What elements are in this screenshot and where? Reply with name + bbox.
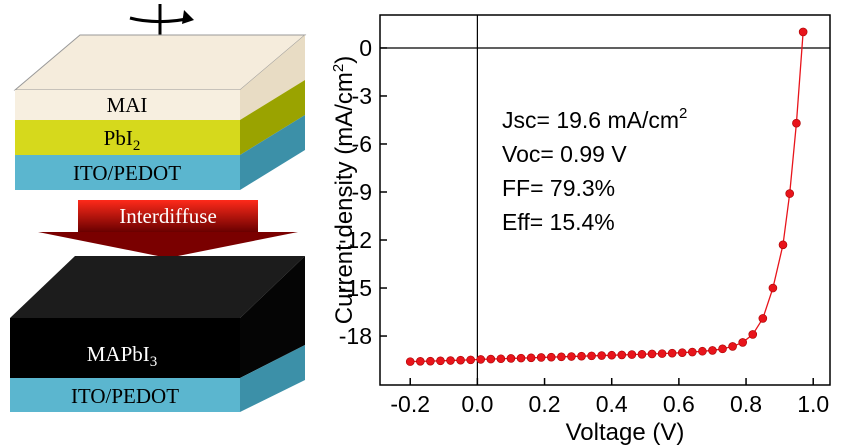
x-tick-label: 0.2 — [529, 391, 561, 417]
data-point — [658, 350, 666, 358]
data-point — [786, 190, 794, 198]
diagram: MAI PbI2 ITO/PEDOT Interdiffuse MAPbI3 I… — [10, 4, 305, 412]
data-point — [497, 355, 505, 363]
x-tick-label: 0.6 — [663, 391, 695, 417]
data-point — [638, 350, 646, 358]
data-point — [577, 352, 585, 360]
annotation: FF= 79.3% — [502, 175, 615, 201]
data-point — [426, 357, 434, 365]
annotation-sup: 2 — [679, 105, 687, 122]
x-axis-label: Voltage (V) — [566, 419, 685, 446]
data-point — [799, 28, 807, 36]
data-point — [598, 352, 606, 360]
data-point — [507, 354, 515, 362]
data-point — [708, 346, 716, 354]
arrow-head — [38, 232, 298, 258]
data-point — [739, 338, 747, 346]
data-point — [678, 349, 686, 357]
data-point — [537, 353, 545, 361]
layer-label: MAPbI3 — [87, 342, 158, 370]
data-point — [487, 355, 495, 363]
data-point — [628, 351, 636, 359]
layer-label: ITO/PEDOT — [73, 161, 181, 185]
y-axis-label: Current density (mA/cm — [331, 72, 358, 324]
annotation: FF= 79.3% — [502, 175, 615, 201]
y-tick-label: -18 — [339, 323, 372, 349]
data-point — [436, 357, 444, 365]
annotation: Eff= 15.4% — [502, 209, 615, 235]
data-point — [557, 353, 565, 361]
data-point — [729, 342, 737, 350]
data-point — [547, 353, 555, 361]
layer-subscript: 2 — [133, 138, 141, 154]
data-point — [457, 356, 465, 364]
figure: MAI PbI2 ITO/PEDOT Interdiffuse MAPbI3 I… — [0, 0, 849, 446]
x-tick-label: 0.0 — [461, 391, 493, 417]
annotation: Eff= 15.4% — [502, 209, 615, 235]
layer-label: MAPbI — [87, 342, 150, 366]
layer-subscript: 3 — [150, 354, 158, 370]
data-point — [749, 330, 757, 338]
data-point — [527, 354, 535, 362]
y-axis-label-sup: 2 — [330, 64, 347, 72]
data-point — [698, 347, 706, 355]
data-point — [588, 352, 596, 360]
annotation: Voc= 0.99 V — [502, 141, 627, 167]
data-point — [769, 284, 777, 292]
layer-label: ITO/PEDOT — [71, 384, 179, 408]
annotation: Voc= 0.99 V — [502, 141, 627, 167]
annotation: Jsc= 19.6 mA/cm2 — [502, 105, 687, 133]
data-point — [688, 348, 696, 356]
y-axis-label: ) — [331, 56, 358, 64]
data-point — [618, 351, 626, 359]
data-point — [517, 354, 525, 362]
data-point — [648, 350, 656, 358]
data-point — [406, 358, 414, 366]
layer-label: PbI — [104, 126, 133, 150]
data-point — [719, 345, 727, 353]
data-point — [477, 355, 485, 363]
rotation-arrow — [182, 10, 194, 24]
x-tick-label: 0.4 — [596, 391, 628, 417]
x-tick-label: 0.8 — [730, 391, 762, 417]
y-axis-label: Current density (mA/cm2) — [330, 56, 358, 324]
data-point — [447, 357, 455, 365]
data-point — [567, 353, 575, 361]
arrow-label: Interdiffuse — [119, 204, 217, 228]
data-point — [608, 351, 616, 359]
x-tick-label: 1.0 — [797, 391, 829, 417]
data-point — [467, 356, 475, 364]
layer-label: MAI — [107, 93, 148, 117]
data-point — [779, 241, 787, 249]
data-point — [792, 119, 800, 127]
data-point — [668, 349, 676, 357]
data-point — [759, 314, 767, 322]
data-point — [416, 357, 424, 365]
y-tick-label: 0 — [359, 35, 372, 61]
annotation: Jsc= 19.6 mA/cm — [502, 107, 679, 133]
x-tick-label: -0.2 — [390, 391, 430, 417]
